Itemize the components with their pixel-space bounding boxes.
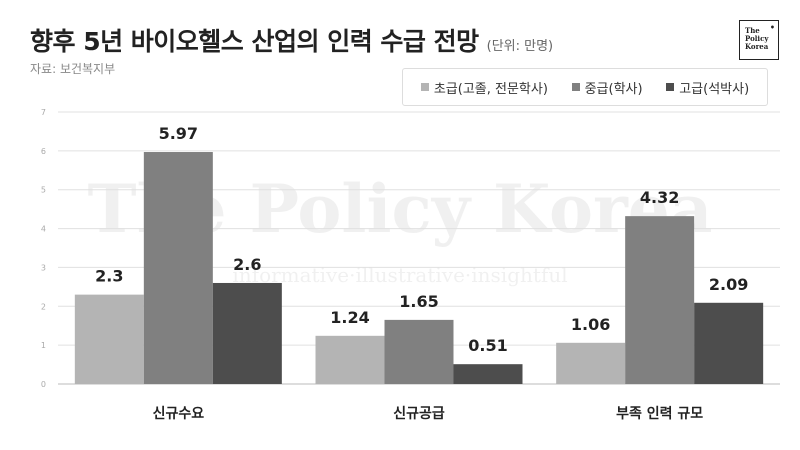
x-category-label: 부족 인력 규모 — [616, 405, 703, 422]
bar-value-label: 2.09 — [709, 275, 748, 294]
bar — [212, 282, 282, 384]
y-tick-label: 3 — [41, 263, 46, 272]
legend-swatch-beginner — [420, 83, 429, 91]
bar — [143, 152, 213, 384]
unit-label: (단위: 만명) — [486, 39, 554, 54]
y-tick-label: 7 — [41, 108, 46, 117]
legend-swatch-intermediate — [571, 83, 580, 91]
source-label: 자료: 보건복지부 — [30, 62, 116, 76]
legend-label-beginner: 초급(고졸, 전문학사) — [433, 81, 548, 97]
bar — [384, 319, 454, 384]
legend-swatch-advanced — [666, 83, 675, 91]
y-tick-label: 2 — [41, 302, 46, 311]
legend-item-beginner: 초급(고졸, 전문학사) — [420, 78, 548, 97]
bar-value-label: 1.24 — [330, 308, 369, 327]
y-tick-label: 4 — [41, 225, 46, 234]
x-category-label: 신규수요 — [153, 406, 205, 422]
y-tick-label: 6 — [41, 147, 46, 156]
logo-dot: • — [769, 22, 775, 32]
bar — [74, 294, 144, 384]
bar — [556, 342, 626, 384]
bar-value-label: 2.3 — [95, 267, 123, 286]
logo-line-2: Policy — [745, 34, 769, 43]
bar — [625, 216, 695, 384]
legend-label-advanced: 고급(석박사) — [679, 81, 750, 97]
bar — [694, 302, 764, 384]
x-category-label: 신규공급 — [393, 406, 445, 422]
bar-value-label: 1.06 — [571, 315, 610, 334]
logo-line-3: Korea — [745, 42, 769, 51]
bar-value-label: 0.51 — [468, 336, 507, 355]
bar — [453, 364, 523, 384]
policy-korea-logo: • The Policy Korea — [739, 20, 779, 60]
bar-value-label: 5.97 — [159, 124, 198, 143]
bar — [315, 335, 385, 384]
y-tick-label: 0 — [41, 380, 46, 389]
bar-value-label: 2.6 — [233, 255, 261, 274]
legend-item-intermediate: 중급(학사) — [571, 78, 643, 97]
chart-legend: 초급(고졸, 전문학사) 중급(학사) 고급(석박사) — [402, 68, 768, 106]
title-area: 향후 5년 바이오헬스 산업의 인력 수급 전망 (단위: 만명) — [30, 22, 553, 58]
y-tick-label: 5 — [41, 186, 46, 195]
bar-value-label: 1.65 — [399, 292, 438, 311]
y-tick-label: 1 — [41, 341, 46, 350]
watermark-tagline: informative·illustrative·insightful — [232, 263, 567, 287]
bar-value-label: 4.32 — [640, 188, 679, 207]
chart-title: 향후 5년 바이오헬스 산업의 인력 수급 전망 — [30, 27, 479, 56]
legend-label-intermediate: 중급(학사) — [584, 81, 643, 97]
logo-line-1: The — [745, 26, 760, 35]
legend-item-advanced: 고급(석박사) — [666, 78, 749, 97]
